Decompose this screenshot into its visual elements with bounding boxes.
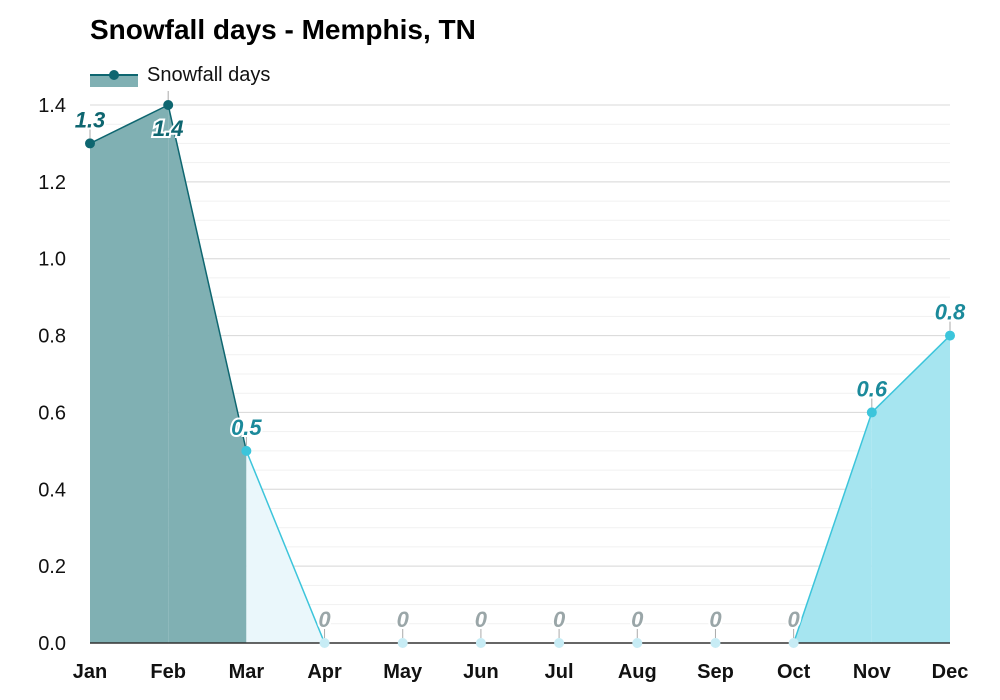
data-label: 0 <box>788 607 801 632</box>
data-point <box>163 100 174 110</box>
data-label: 1.4 <box>153 116 184 141</box>
data-label: 0.8 <box>935 300 966 325</box>
data-label: 0 <box>709 607 722 632</box>
series-line <box>792 412 873 644</box>
legend-swatch-icon <box>90 62 138 88</box>
x-tick-label: Oct <box>777 661 811 683</box>
x-tick-label: May <box>383 661 423 683</box>
data-point <box>241 445 252 456</box>
y-tick-label: 1.4 <box>38 95 66 117</box>
area-segment <box>90 105 169 643</box>
series-line <box>167 104 248 452</box>
area-segment <box>168 105 247 643</box>
data-point <box>85 138 95 149</box>
x-tick-label: Apr <box>307 661 342 683</box>
y-tick-label: 1.0 <box>38 249 66 271</box>
x-tick-label: Jan <box>73 661 107 683</box>
x-tick-label: Feb <box>150 661 186 683</box>
y-tick-label: 0.6 <box>38 402 66 424</box>
x-tick-label: Sep <box>697 661 734 683</box>
chart-title: Snowfall days - Memphis, TN <box>90 14 476 45</box>
data-point <box>788 638 799 648</box>
series-line <box>871 335 951 413</box>
data-point <box>475 638 486 648</box>
data-point <box>866 407 877 418</box>
x-tick-label: Jun <box>463 661 499 683</box>
series-line <box>245 450 326 644</box>
data-point <box>632 638 643 648</box>
data-label: 0.6 <box>857 376 888 401</box>
series-line <box>89 104 169 145</box>
data-label: 1.3 <box>75 107 106 132</box>
data-point <box>710 638 721 648</box>
data-label: 0 <box>631 607 644 632</box>
data-label: 0 <box>553 607 566 632</box>
data-point <box>319 638 330 648</box>
x-tick-label: Mar <box>229 661 265 683</box>
data-point <box>554 638 565 648</box>
x-tick-label: Nov <box>853 661 892 683</box>
data-label: 0 <box>318 607 331 632</box>
data-point <box>945 330 955 341</box>
data-label: 0 <box>475 607 488 632</box>
data-point <box>397 638 408 648</box>
y-tick-label: 0.4 <box>38 479 66 501</box>
area-segment <box>871 335 950 643</box>
data-label: 0.5 <box>231 415 262 440</box>
x-tick-label: Aug <box>618 661 657 683</box>
legend[interactable]: Snowfall days <box>90 62 270 88</box>
y-tick-label: 1.2 <box>38 172 66 194</box>
legend-label: Snowfall days <box>147 63 271 86</box>
data-label: 0 <box>397 607 410 632</box>
x-tick-label: Jul <box>545 661 574 683</box>
y-tick-label: 0.2 <box>38 556 66 578</box>
y-tick-label: 0.0 <box>38 633 66 655</box>
x-tick-label: Dec <box>932 661 969 683</box>
y-tick-label: 0.8 <box>38 326 66 348</box>
